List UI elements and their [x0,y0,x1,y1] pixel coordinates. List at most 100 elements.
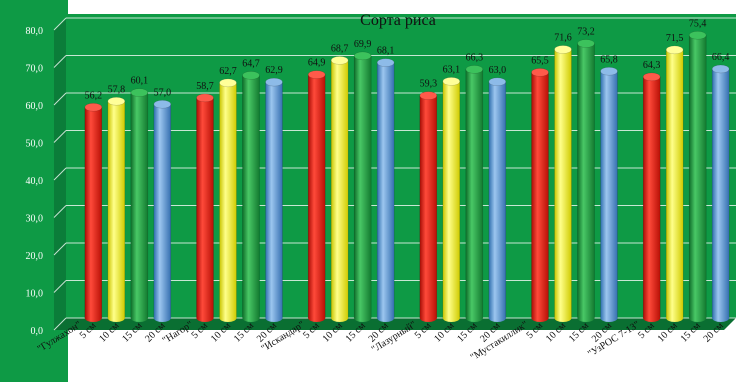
data-label: 64,3 [643,60,661,71]
y-tick-label: 40,0 [26,176,44,187]
y-tick-label: 50,0 [26,139,44,150]
bar-cap [242,71,260,80]
bar [665,49,684,319]
bar-base [153,314,171,322]
bar-base [419,314,437,322]
bar [376,62,395,319]
data-label: 73,2 [577,27,595,38]
bar-base [196,314,214,322]
bar-cap [600,67,618,76]
bar-cap [419,91,438,100]
bar [465,69,484,319]
bar [107,101,126,319]
bar-cap [330,56,349,65]
bar-base [554,314,572,322]
data-label: 59,3 [420,79,438,90]
bar [554,49,572,319]
bar-cap [442,77,461,86]
data-label: 68,1 [377,46,395,57]
bar-base [308,314,326,322]
bar [330,60,349,319]
bar-base [666,314,684,322]
bar-cap [376,58,395,67]
data-label: 57,8 [108,84,126,95]
data-label: 66,4 [712,52,730,63]
y-axis: 0,0 10,0 20,0 30,0 40,0 50,0 60,0 70,0 80,0 [26,26,44,337]
data-label: 65,5 [531,55,549,66]
bar-base [600,314,618,322]
y-tick-label: 30,0 [26,214,44,225]
data-label: 71,6 [554,33,572,44]
data-label: 60,1 [131,76,149,87]
y-tick-label: 70,0 [26,64,44,75]
data-label: 66,3 [466,52,484,63]
bar-base [577,314,595,322]
bar-base [689,314,707,322]
bar-base [242,314,260,322]
bar-base [442,314,460,322]
bar-cap [465,65,484,74]
bar [196,97,214,319]
bar-cap [107,97,126,106]
plot-area [66,14,736,318]
data-label: 57,0 [154,87,172,98]
y-tick-label: 60,0 [26,101,44,112]
data-label: 64,9 [308,58,326,69]
chart-title: Сорта риса [360,12,436,29]
bar-base [130,314,148,322]
bar-cap [688,31,707,40]
gridline-depth [53,317,67,331]
bar-cap [554,45,572,54]
bar-base [107,314,125,322]
bar [711,68,730,319]
bar [307,74,326,319]
bar-cap [665,45,684,55]
bar [688,35,707,319]
bar [84,107,103,319]
bar [600,71,618,319]
y-tick-label: 20,0 [26,251,44,262]
bar-base [354,314,372,322]
y-tick-label: 10,0 [26,289,44,300]
gridline-depth [53,55,67,68]
bar [353,55,372,319]
bar-cap [219,78,237,88]
bar-cap [711,64,730,74]
bar-base [488,314,506,322]
bar [419,95,438,319]
bar-cap [130,88,149,97]
bar-base [219,314,237,322]
data-label: 58,7 [196,81,214,92]
bar-base [265,314,283,322]
bar-base [331,314,349,322]
bar [130,92,149,319]
bar-cap [265,77,283,87]
gridline-depth [53,242,67,256]
gridline-depth [53,167,67,181]
data-label: 62,7 [219,66,237,77]
gridline-depth [53,130,67,143]
bar-cap [196,93,214,103]
bar [531,72,549,319]
data-label: 63,1 [443,64,461,75]
bar [219,82,237,319]
data-label: 63,0 [489,65,507,76]
data-label: 68,7 [331,43,349,54]
bars: 56,2 57,8 60,1 57,0 58,7 62,7 64,7 62,9 64,9 68,7… [84,18,730,322]
data-label: 62,9 [265,65,283,76]
y-tick-label: 80,0 [26,26,44,37]
data-label: 69,9 [354,39,372,50]
data-label: 64,7 [242,58,260,69]
bar-cap [488,77,507,86]
bar-base [84,314,102,322]
bar [488,81,507,319]
bar [265,81,283,319]
bar [442,81,461,319]
bar-cap [84,103,103,112]
bar-base [377,314,395,322]
bar [577,43,595,319]
bar-base [643,314,661,322]
data-label: 65,8 [600,54,618,65]
bar-cap [642,72,661,82]
